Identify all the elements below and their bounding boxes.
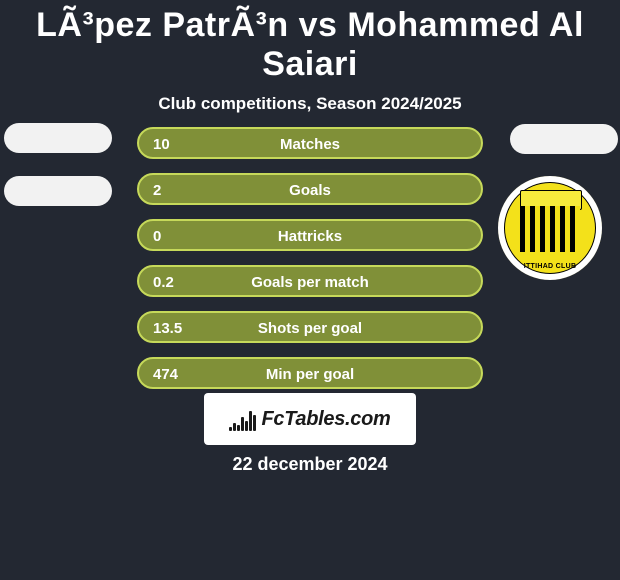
stat-pill: 0Hattricks	[137, 219, 483, 251]
stat-pill: 0.2Goals per match	[137, 265, 483, 297]
stat-pill: 13.5Shots per goal	[137, 311, 483, 343]
badge-text: ITTIHAD CLUB	[498, 263, 602, 270]
stat-pill: 474Min per goal	[137, 357, 483, 389]
icon-bar	[233, 423, 236, 431]
stat-pill: 2Goals	[137, 173, 483, 205]
stat-label: Min per goal	[139, 359, 481, 391]
club-badge: ITTIHAD CLUB	[498, 176, 602, 280]
stat-pill: 10Matches	[137, 127, 483, 159]
icon-bar	[237, 425, 240, 431]
date-text: 22 december 2024	[0, 454, 620, 475]
attribution-box: FcTables.com	[204, 393, 416, 445]
icon-bar	[253, 415, 256, 431]
stat-label: Goals	[139, 175, 481, 207]
icon-bar	[249, 411, 252, 431]
stat-row: 13.5Shots per goal	[0, 304, 620, 350]
player-badge-placeholder	[4, 176, 112, 206]
icon-bar	[245, 421, 248, 431]
stat-label: Matches	[139, 129, 481, 161]
stat-label: Hattricks	[139, 221, 481, 253]
page-subtitle: Club competitions, Season 2024/2025	[0, 94, 620, 114]
page-title: LÃ³pez PatrÃ³n vs Mohammed Al Saiari	[0, 0, 620, 84]
icon-bar	[241, 417, 244, 431]
player-badge-placeholder	[4, 123, 112, 153]
badge-stripes	[520, 206, 580, 252]
attribution-text: FcTables.com	[261, 408, 390, 431]
stat-row: 474Min per goal	[0, 350, 620, 396]
player-badge-placeholder	[510, 124, 618, 154]
stat-label: Shots per goal	[139, 313, 481, 345]
fctables-icon	[229, 407, 257, 431]
stat-label: Goals per match	[139, 267, 481, 299]
icon-bar	[229, 427, 232, 431]
